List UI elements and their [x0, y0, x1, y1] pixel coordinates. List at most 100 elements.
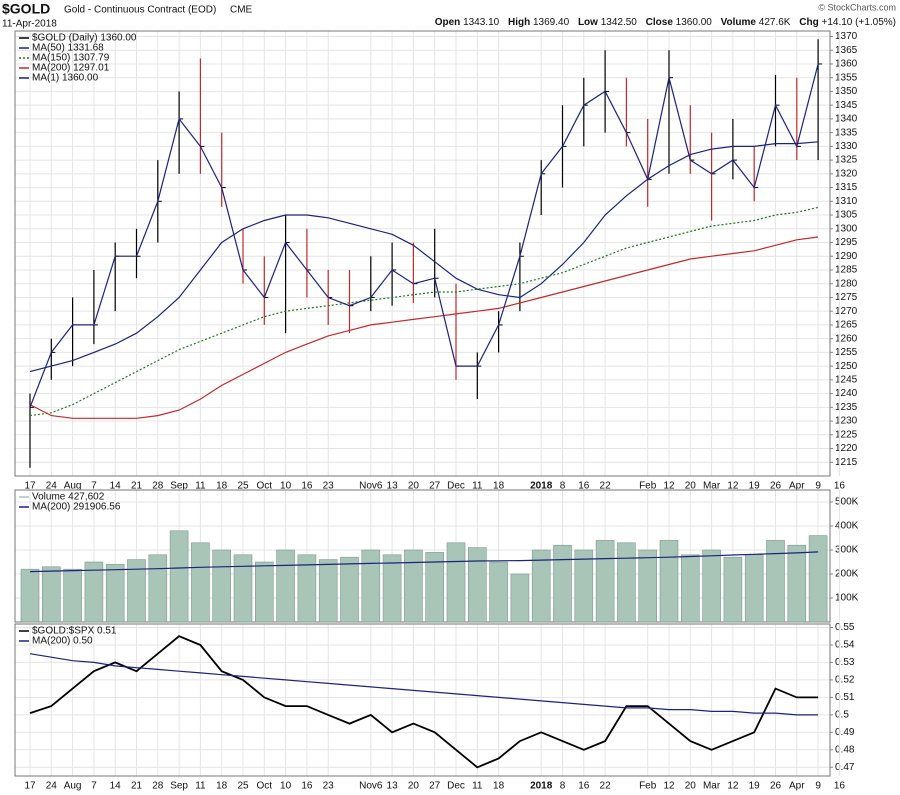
y-tick-label: 1330: [835, 141, 858, 152]
y-tick-label: 1230: [835, 416, 858, 427]
y-tick-label: 100K: [835, 593, 859, 604]
x-tick-label: 16: [301, 481, 313, 492]
series-line: [29, 236, 819, 419]
x-tick-label: 20: [685, 781, 697, 792]
y-tick-label: 1235: [835, 402, 858, 413]
series-line: [29, 206, 819, 417]
x-tick-label: 7: [91, 781, 97, 792]
x-tick-label: Mar: [703, 781, 721, 792]
y-tick-label: 0.48: [835, 744, 855, 755]
x-tick-label: 22: [600, 481, 612, 492]
y-tick-label: 1355: [835, 72, 858, 83]
volume-bar: [702, 549, 721, 623]
volume-bar: [617, 542, 636, 623]
volume-bar: [808, 535, 828, 623]
x-tick-label: 12: [663, 781, 675, 792]
y-tick-label: 1295: [835, 237, 858, 248]
volume-bar: [446, 542, 466, 623]
x-tick-label: 11: [472, 781, 483, 792]
y-tick-label: 500K: [835, 497, 859, 508]
x-tick-label: Dec: [447, 481, 465, 492]
y-tick-label: 1220: [835, 443, 858, 454]
x-tick-label: 9: [815, 481, 821, 492]
x-tick-label: 26: [770, 481, 782, 492]
y-tick-label: 200K: [835, 569, 859, 580]
volume-bar: [340, 556, 359, 623]
y-tick-label: 1315: [835, 182, 858, 193]
x-tick-label: 2018: [530, 481, 553, 492]
x-tick-label: 12: [727, 781, 739, 792]
y-tick-label: 0.54: [835, 640, 855, 651]
x-tick-label: 27: [429, 481, 441, 492]
x-tick-label: 9: [815, 781, 821, 792]
x-tick-label: 8: [560, 481, 566, 492]
legend-entry: MA(200) 291906.56: [32, 502, 121, 513]
x-tick-label: 14: [110, 481, 122, 492]
x-tick-label: Apr: [789, 481, 805, 492]
y-tick-label: 1360: [835, 59, 858, 70]
x-tick-label: Oct: [257, 781, 273, 792]
y-tick-label: 1270: [835, 306, 858, 317]
x-tick-label: Dec: [447, 781, 465, 792]
y-tick-label: 1255: [835, 347, 858, 358]
volume-bar: [553, 544, 572, 623]
y-tick-label: 400K: [835, 521, 859, 532]
stats: Open 1343.10 High 1369.40 Low 1342.50 Cl…: [435, 17, 896, 28]
x-tick-label: 28: [152, 481, 164, 492]
stat-label: Volume: [721, 17, 757, 28]
y-tick-label: 0.49: [835, 727, 855, 738]
legend-entry: $GOLD (Daily) 1360.00: [32, 33, 137, 44]
x-tick-label: 21: [131, 781, 143, 792]
x-tick-label: 24: [46, 781, 58, 792]
volume-bar: [84, 561, 104, 623]
volume-bar: [212, 549, 231, 623]
y-tick-label: 1310: [835, 196, 858, 207]
y-tick-label: 0.47: [835, 762, 855, 773]
volume-bar: [638, 549, 658, 623]
y-tick-label: 1345: [835, 100, 858, 111]
volume-bar: [531, 549, 551, 623]
x-tick-label: 12: [727, 481, 739, 492]
stat-value: 1369.40: [533, 17, 570, 28]
x-tick-label: 11: [472, 481, 483, 492]
series-line: [29, 141, 819, 373]
y-tick-label: 1340: [835, 114, 858, 125]
y-tick-label: 1265: [835, 320, 858, 331]
x-tick-label: 11: [195, 781, 206, 792]
x-tick-label: 18: [493, 481, 505, 492]
volume-bar: [404, 549, 423, 623]
volume-bar: [361, 549, 381, 623]
x-tick-label: Feb: [639, 481, 657, 492]
x-tick-label: 17: [24, 781, 36, 792]
x-tick-label: 19: [749, 481, 761, 492]
stat-value: 1360.00: [676, 17, 713, 28]
stat-value: 427.6K: [759, 17, 791, 28]
x-tick-label: Sep: [170, 781, 188, 792]
stat-value: +14.10 (+1.05%): [822, 17, 897, 28]
volume-bar: [489, 561, 508, 623]
x-tick-label: 18: [216, 481, 228, 492]
x-tick-label: 24: [46, 481, 58, 492]
stat-label: Close: [646, 17, 674, 28]
volume-bar: [744, 554, 764, 623]
x-tick-label: 18: [493, 781, 505, 792]
y-tick-label: 1260: [835, 333, 858, 344]
y-tick-label: 0.51: [835, 692, 855, 703]
volume-bar: [20, 568, 40, 623]
y-tick-label: 1225: [835, 429, 858, 440]
legend-entry: Volume 427,602: [32, 492, 105, 503]
y-tick-label: 1300: [835, 223, 858, 234]
instrument-name: Gold - Continuous Contract (EOD): [64, 5, 216, 16]
x-tick-label: 16: [578, 481, 590, 492]
x-tick-label: Aug: [64, 781, 82, 792]
y-tick-label: 1320: [835, 168, 858, 179]
x-tick-label: 14: [110, 781, 122, 792]
x-tick-label: Apr: [789, 781, 805, 792]
x-tick-label: 13: [387, 481, 399, 492]
y-tick-label: 1290: [835, 251, 858, 262]
x-tick-label: 12: [663, 481, 675, 492]
y-tick-label: 1245: [835, 374, 858, 385]
volume-bar: [127, 559, 146, 623]
x-tick-label: 20: [408, 781, 420, 792]
